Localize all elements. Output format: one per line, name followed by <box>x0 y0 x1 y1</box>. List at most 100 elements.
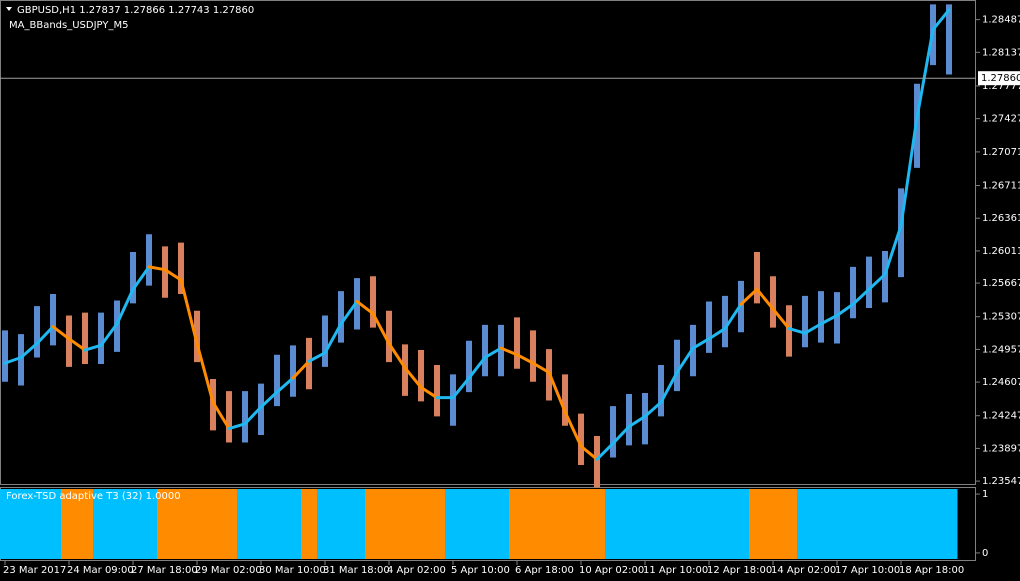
trend-column <box>829 489 846 559</box>
t3-line <box>755 287 775 311</box>
t3-line <box>147 265 167 272</box>
trend-column <box>941 489 958 559</box>
trend-column <box>685 489 702 559</box>
t3-line <box>547 370 567 414</box>
t3-line <box>627 414 647 429</box>
y-tick-label: 1.24247 <box>982 411 1020 422</box>
trend-column <box>301 489 318 559</box>
trend-column <box>909 489 926 559</box>
x-tick-label: 14 Apr 02:00 <box>771 565 836 576</box>
t3-line <box>451 376 471 400</box>
y-tick-label: 1 <box>982 489 988 500</box>
y-tick-label: 0 <box>982 548 988 559</box>
trend-column <box>349 489 366 559</box>
x-tick-label: 10 Apr 02:00 <box>579 565 644 576</box>
t3-line <box>355 299 375 316</box>
trend-column <box>125 489 142 559</box>
x-tick-label: 27 Mar 18:00 <box>131 565 198 576</box>
trend-column <box>877 489 894 559</box>
t3-line <box>387 341 407 370</box>
indicator-name: MA_BBands_USDJPY_M5 <box>9 20 128 31</box>
t3-line <box>403 366 423 389</box>
trend-column <box>0 489 14 559</box>
t3-line <box>691 337 711 350</box>
trend-column <box>781 489 798 559</box>
y-tick-label: 1.26711 <box>982 181 1020 192</box>
t3-line <box>515 353 535 365</box>
x-tick-label: 11 Apr 10:00 <box>643 565 708 576</box>
trend-column <box>765 489 782 559</box>
x-tick-label: 24 Mar 09:00 <box>67 565 134 576</box>
indicator-title: Forex-TSD adaptive T3 (32) 1.0000 <box>6 491 181 502</box>
x-tick-label: 12 Apr 18:00 <box>707 565 772 576</box>
trend-column <box>93 489 110 559</box>
y-tick-label: 1.27071 <box>982 147 1020 158</box>
t3-line <box>819 313 839 326</box>
trend-column <box>557 489 574 559</box>
t3-line <box>211 400 231 431</box>
trend-column <box>541 489 558 559</box>
x-tick-label: 18 Apr 18:00 <box>899 565 964 576</box>
y-tick-label: 1.28137 <box>982 47 1020 58</box>
t3-line <box>67 337 87 352</box>
y-tick-label: 1.26361 <box>982 213 1020 224</box>
t3-line <box>243 405 263 426</box>
trend-column <box>429 489 446 559</box>
trend-column <box>445 489 462 559</box>
t3-line <box>803 322 823 335</box>
trend-column <box>61 489 78 559</box>
trend-column <box>269 489 286 559</box>
trend-column <box>733 489 750 559</box>
trend-column <box>45 489 62 559</box>
main-panel-border <box>0 0 976 485</box>
t3-line <box>723 302 743 331</box>
trend-column <box>477 489 494 559</box>
t3-line <box>563 410 583 448</box>
t3-line <box>51 325 71 341</box>
trend-column <box>189 489 206 559</box>
trend-column <box>525 489 542 559</box>
trend-column <box>493 489 510 559</box>
trend-column <box>637 489 654 559</box>
t3-line <box>643 400 663 418</box>
trend-column <box>333 489 350 559</box>
t3-line <box>771 307 791 331</box>
trend-column <box>365 489 382 559</box>
trend-column <box>717 489 734 559</box>
current-price-box <box>978 71 1020 86</box>
t3-line <box>883 224 903 276</box>
trend-column <box>861 489 878 559</box>
trend-column <box>605 489 622 559</box>
t3-line <box>739 287 759 306</box>
main-layer <box>2 4 952 488</box>
trend-column <box>669 489 686 559</box>
x-tick-label: 6 Apr 18:00 <box>515 565 574 576</box>
trend-column <box>141 489 158 559</box>
t3-line <box>3 356 23 365</box>
t3-line <box>835 302 855 317</box>
t3-line <box>579 444 599 461</box>
t3-line <box>915 28 935 119</box>
x-tick-label: 23 Mar 2017 <box>3 565 66 576</box>
trend-column <box>893 489 910 559</box>
t3-line <box>259 390 279 409</box>
t3-line <box>595 441 615 461</box>
trend-column <box>573 489 590 559</box>
x-tick-label: 17 Apr 10:00 <box>835 565 900 576</box>
y-tick-label: 1.26011 <box>982 246 1020 257</box>
x-tick-label: 31 Mar 18:00 <box>323 565 390 576</box>
x-tick-label: 30 Mar 10:00 <box>259 565 326 576</box>
t3-line <box>99 322 119 347</box>
t3-line <box>531 361 551 374</box>
trend-column <box>413 489 430 559</box>
trend-column <box>813 489 830 559</box>
trend-column <box>317 489 334 559</box>
y-tick-label: 1.23897 <box>982 443 1020 454</box>
t3-line <box>867 272 887 291</box>
t3-line <box>195 341 215 404</box>
trend-column <box>397 489 414 559</box>
trend-column <box>109 489 126 559</box>
t3-line <box>291 359 311 380</box>
y-tick-label: 1.24607 <box>982 377 1020 388</box>
x-tick-label: 29 Mar 02:00 <box>195 565 262 576</box>
